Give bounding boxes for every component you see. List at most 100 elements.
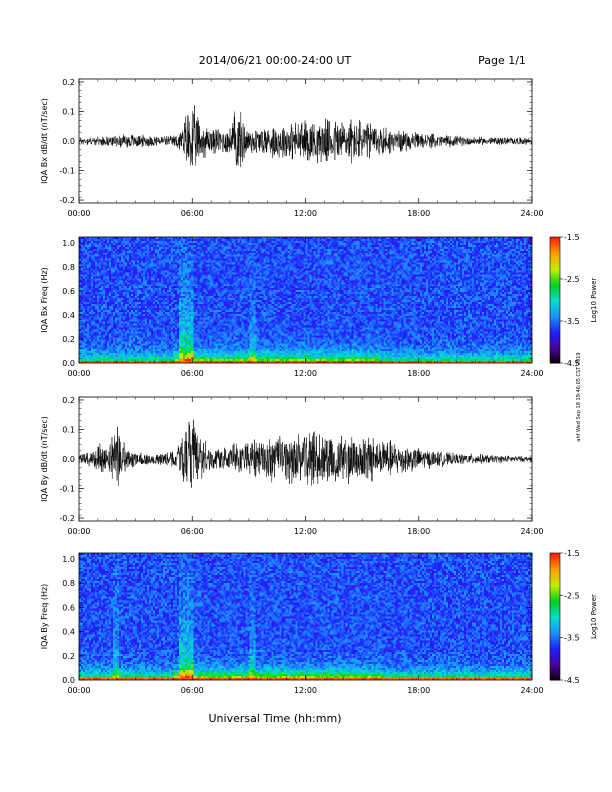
spectrogram-image [79, 553, 532, 680]
x-tick-label: 06:00 [181, 209, 204, 218]
y-tick-label: 0.6 [62, 287, 75, 296]
colorbar-swatch [550, 603, 560, 607]
colorbar-tick-label: -3.5 [564, 634, 580, 643]
colorbar-swatch [550, 358, 560, 362]
colorbar-swatch [550, 565, 560, 569]
colorbar-swatch [550, 331, 560, 335]
colorbar-swatch [550, 622, 560, 626]
colorbar-swatch [550, 255, 560, 259]
y-tick-label: 0.8 [62, 579, 75, 588]
colorbar-swatch [550, 329, 560, 332]
colorbar-swatch [550, 574, 560, 577]
colorbar-swatch [550, 658, 560, 662]
colorbar-swatch [550, 635, 560, 639]
colorbar-swatch [550, 650, 560, 653]
colorbar-swatch [550, 350, 560, 353]
y-tick-label: 0.2 [62, 335, 75, 344]
colorbar-swatch [550, 580, 560, 584]
colorbar-swatch [550, 243, 560, 246]
colorbar-swatch [550, 327, 560, 330]
colorbar-swatch [550, 247, 560, 251]
colorbar-swatch [550, 627, 560, 630]
plot-frame [78, 396, 533, 522]
colorbar-swatch [550, 656, 560, 660]
colorbar-swatch [550, 283, 560, 286]
colorbar-swatch [550, 599, 560, 603]
colorbar-swatch [550, 677, 560, 681]
by-spectrogram-panel: 1.0 0.8 0.6 0.4 0.2 0.000:00 06:00 12:00 18:00 24… [40, 552, 544, 695]
colorbar-swatch [550, 346, 560, 349]
colorbar-swatch [550, 639, 560, 643]
colorbar-swatch [550, 561, 560, 565]
y-axis-label: IQA By Freq (Hz) [40, 584, 49, 650]
colorbar-swatch [550, 249, 560, 253]
colorbar-swatch [550, 582, 560, 586]
colorbar-swatch [550, 352, 560, 356]
colorbar-swatch [550, 323, 560, 326]
colorbar-swatch [550, 648, 560, 651]
colorbar-swatch [550, 675, 560, 679]
x-tick-label: 12:00 [294, 369, 317, 378]
colorbar-swatch [550, 325, 560, 328]
colorbar-swatch [550, 253, 560, 257]
colorbar-swatch [550, 637, 560, 641]
x-tick-label: 18:00 [407, 527, 430, 536]
colorbar-swatch [550, 559, 560, 562]
colorbar-swatch [550, 333, 560, 337]
x-tick-label: 00:00 [67, 686, 90, 695]
colorbar-swatch [550, 302, 560, 305]
y-tick-label: 0.1 [62, 107, 75, 116]
colorbar-swatch [550, 669, 560, 673]
colorbar-swatch [550, 314, 560, 318]
colorbar-swatch [550, 641, 560, 645]
y-tick-label: -0.1 [59, 167, 75, 176]
colorbar-swatch [550, 567, 560, 571]
y-tick-label: 0.6 [62, 603, 75, 612]
colorbar-swatch [550, 595, 560, 598]
colorbar-tick-label: -1.5 [564, 549, 580, 558]
x-tick-label: 18:00 [407, 209, 430, 218]
x-tick-label: 06:00 [181, 369, 204, 378]
y-tick-label: -0.2 [59, 514, 75, 523]
y-tick-label: 0.0 [62, 676, 75, 685]
x-tick-label: 12:00 [294, 527, 317, 536]
colorbar-swatch [550, 646, 560, 649]
y-tick-label: 0.2 [62, 78, 75, 87]
colorbar-swatch [550, 293, 560, 297]
colorbar-swatch [550, 312, 560, 316]
colorbar-swatch [550, 591, 560, 594]
plot-frame [78, 236, 533, 364]
colorbar-swatch [550, 586, 560, 590]
colorbar-swatch [550, 266, 560, 269]
colorbar-swatch [550, 308, 560, 311]
colorbar-swatch [550, 553, 560, 556]
colorbar-swatch [550, 660, 560, 664]
plot-frame [78, 552, 533, 681]
x-tick-label: 24:00 [520, 686, 543, 695]
colorbar-swatch [550, 258, 560, 261]
bx-colorbar: -1.5 -2.5 -3.5 -4.5 Log10 Power [549, 233, 598, 368]
colorbar-tick-label: -4.5 [564, 359, 580, 368]
colorbar-swatch [550, 629, 560, 632]
bx-waveform-panel: 0.2 0.1 0.0 -0.1 -0.2 00:00 06:00 12:00 18:00 24:… [40, 78, 544, 218]
colorbar-swatch [550, 306, 560, 309]
bx-spectrogram-panel: 1.0 0.8 0.6 0.4 0.2 0.000:00 06:00 12:00 18:00 24… [40, 236, 544, 378]
colorbar-swatch [550, 572, 560, 575]
spectrogram-image [79, 237, 532, 363]
y-tick-label: -0.1 [59, 485, 75, 494]
waveform-series [78, 105, 533, 167]
x-tick-label: 18:00 [407, 369, 430, 378]
colorbar-swatch [550, 624, 560, 628]
y-tick-label: 0.0 [62, 455, 75, 464]
x-tick-label: 00:00 [67, 369, 90, 378]
colorbar-title: Log10 Power [590, 594, 598, 639]
colorbar-swatch [550, 262, 560, 265]
colorbar-swatch [550, 618, 560, 622]
colorbar-swatch [550, 555, 560, 558]
y-tick-label: 0.1 [62, 425, 75, 434]
colorbar-swatch [550, 633, 560, 637]
colorbar-swatch [550, 665, 560, 668]
colorbar-tick-label: -2.5 [564, 591, 580, 600]
colorbar-swatch [550, 287, 560, 290]
y-tick-label: 0.0 [62, 137, 75, 146]
